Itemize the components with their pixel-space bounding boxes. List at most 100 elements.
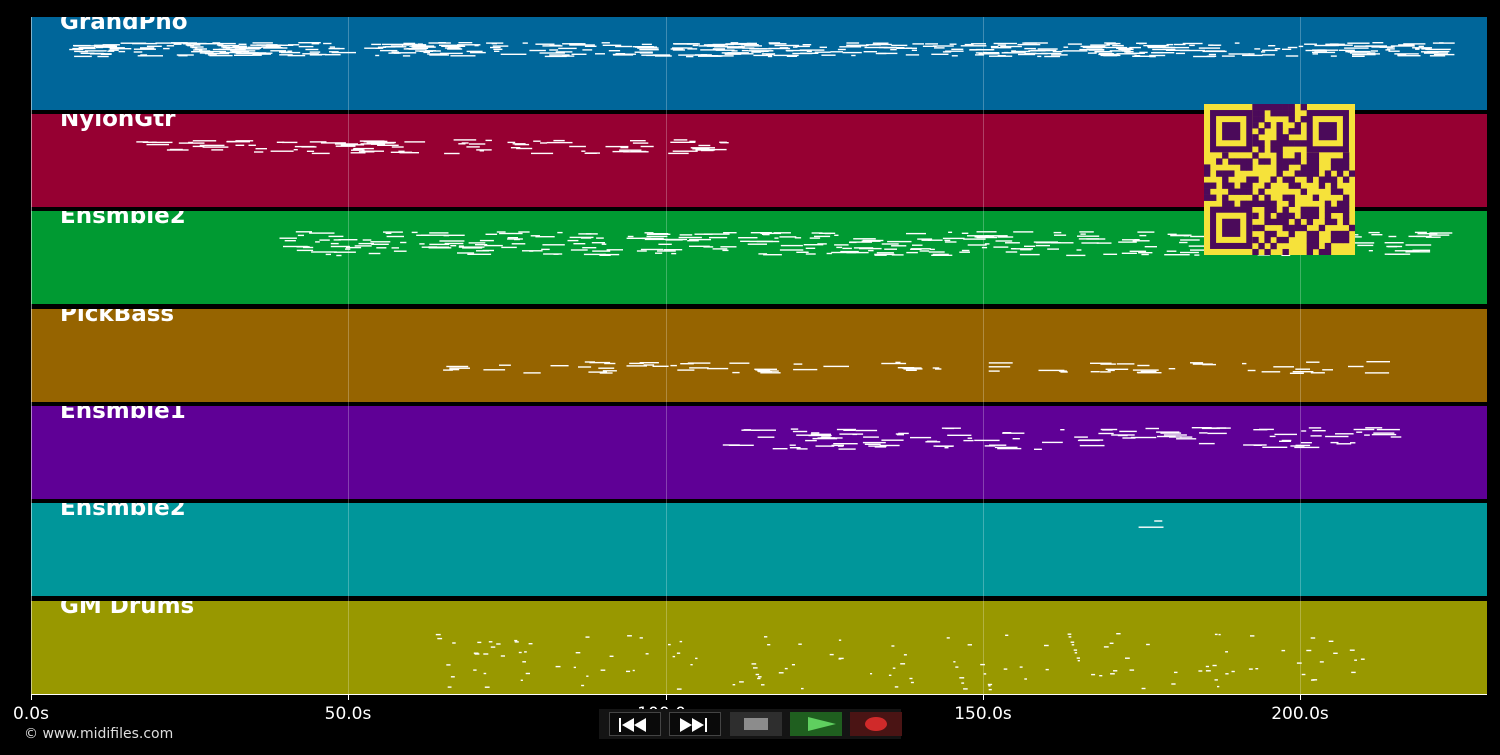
track-lane[interactable]: GM Drums bbox=[31, 601, 1487, 694]
note-mark bbox=[1171, 683, 1176, 685]
note-mark bbox=[1112, 44, 1124, 47]
note-mark bbox=[1198, 47, 1221, 49]
note-mark bbox=[756, 50, 764, 53]
note-mark bbox=[496, 643, 501, 645]
note-mark bbox=[1356, 431, 1363, 433]
note-mark bbox=[1090, 44, 1110, 46]
note-mark bbox=[569, 43, 583, 45]
note-mark bbox=[751, 51, 761, 53]
note-mark bbox=[944, 241, 957, 243]
note-mark bbox=[1074, 652, 1078, 654]
rewind-button[interactable] bbox=[609, 712, 661, 736]
note-mark bbox=[695, 149, 716, 151]
note-mark bbox=[421, 50, 429, 53]
qr-module bbox=[1306, 164, 1314, 171]
qr-module bbox=[1342, 230, 1350, 238]
note-mark bbox=[862, 441, 886, 444]
note-mark bbox=[1132, 240, 1150, 242]
qr-module bbox=[1282, 224, 1289, 232]
note-mark bbox=[330, 245, 350, 248]
note-mark bbox=[449, 368, 460, 371]
note-mark bbox=[861, 240, 881, 242]
track-lane[interactable]: Ensmble2 bbox=[31, 503, 1487, 596]
note-mark bbox=[974, 439, 1000, 442]
note-mark bbox=[1012, 248, 1033, 250]
note-mark bbox=[500, 655, 505, 657]
note-mark bbox=[784, 667, 788, 670]
qr-module bbox=[1258, 104, 1265, 111]
note-mark bbox=[759, 50, 769, 52]
note-mark bbox=[248, 144, 256, 146]
note-mark bbox=[911, 49, 917, 51]
note-mark bbox=[524, 651, 527, 653]
note-mark bbox=[398, 52, 417, 54]
note-mark bbox=[163, 47, 170, 50]
note-mark bbox=[676, 688, 682, 690]
stop-button[interactable] bbox=[730, 712, 782, 736]
record-icon bbox=[865, 717, 887, 731]
qr-module bbox=[1276, 110, 1283, 117]
note-mark bbox=[1354, 659, 1357, 661]
note-mark bbox=[988, 685, 991, 687]
note-mark bbox=[1132, 369, 1159, 371]
qr-module bbox=[1246, 158, 1253, 165]
note-mark bbox=[234, 54, 253, 56]
note-mark bbox=[1308, 427, 1322, 429]
note-mark bbox=[1269, 435, 1276, 438]
note-mark bbox=[1145, 427, 1159, 430]
note-mark bbox=[353, 147, 374, 150]
track-lane[interactable]: GrandPno bbox=[31, 17, 1487, 110]
note-mark bbox=[354, 245, 372, 247]
note-mark bbox=[329, 51, 339, 53]
note-mark bbox=[963, 238, 986, 240]
qr-module bbox=[1222, 122, 1241, 141]
track-lane[interactable]: PickBass bbox=[31, 309, 1487, 402]
note-mark bbox=[91, 53, 112, 55]
note-mark bbox=[630, 140, 646, 142]
note-mark bbox=[1033, 241, 1058, 243]
time-tick-label: 150.0s bbox=[954, 704, 1012, 724]
note-mark bbox=[705, 148, 727, 151]
record-button[interactable] bbox=[850, 712, 902, 736]
note-mark bbox=[1166, 250, 1177, 252]
note-mark bbox=[1281, 649, 1286, 652]
note-mark bbox=[855, 429, 878, 432]
fast-forward-button[interactable] bbox=[669, 712, 721, 736]
note-mark bbox=[1179, 49, 1205, 52]
qr-module bbox=[1276, 212, 1283, 220]
note-mark bbox=[1406, 44, 1413, 46]
note-mark bbox=[427, 53, 448, 55]
note-mark bbox=[931, 254, 953, 256]
qr-module bbox=[1246, 200, 1253, 207]
note-mark bbox=[987, 683, 993, 686]
note-mark bbox=[632, 46, 654, 48]
note-mark bbox=[622, 53, 636, 55]
note-mark bbox=[1137, 364, 1150, 367]
note-mark bbox=[181, 42, 197, 44]
qr-module bbox=[1252, 194, 1259, 201]
note-mark bbox=[910, 681, 914, 684]
qr-module bbox=[1288, 158, 1295, 165]
note-mark bbox=[636, 250, 647, 252]
note-mark bbox=[1147, 45, 1166, 48]
note-mark bbox=[1433, 53, 1455, 56]
play-button[interactable] bbox=[790, 712, 842, 736]
note-mark bbox=[1304, 43, 1317, 45]
note-mark bbox=[252, 54, 262, 56]
qr-module bbox=[1306, 248, 1314, 256]
note-mark bbox=[738, 237, 758, 239]
note-mark bbox=[891, 645, 895, 647]
qr-module bbox=[1252, 224, 1259, 232]
note-mark bbox=[1157, 435, 1176, 438]
note-mark bbox=[72, 47, 84, 50]
track-lane[interactable]: Ensmble1 bbox=[31, 406, 1487, 499]
note-mark bbox=[967, 437, 973, 439]
note-mark bbox=[522, 250, 543, 252]
note-mark bbox=[879, 444, 900, 447]
note-mark bbox=[748, 50, 774, 52]
note-mark bbox=[296, 249, 314, 252]
qr-module bbox=[1258, 158, 1265, 165]
qr-module bbox=[1324, 248, 1332, 256]
note-mark bbox=[1168, 368, 1176, 370]
note-mark bbox=[212, 42, 221, 44]
